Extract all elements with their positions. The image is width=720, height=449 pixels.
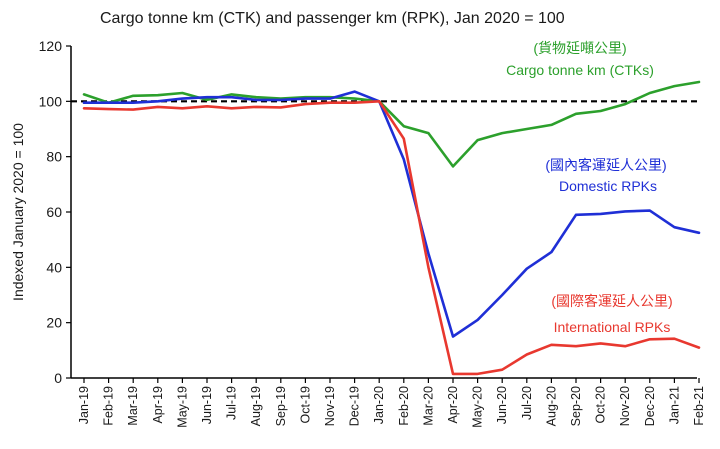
x-tick-label: Mar-19 bbox=[126, 386, 140, 426]
international-label-zh: (國際客運延人公里) bbox=[551, 293, 672, 309]
domestic-rpk-line bbox=[82, 90, 701, 338]
x-tick-label: Nov-19 bbox=[323, 386, 337, 426]
x-tick-label: Jun-20 bbox=[495, 386, 509, 424]
x-tick-label: Aug-20 bbox=[544, 386, 558, 426]
x-tick-label: Oct-20 bbox=[594, 386, 608, 424]
x-tick-label: May-19 bbox=[175, 386, 189, 428]
x-tick-label: Jan-20 bbox=[372, 386, 386, 424]
x-tick-label: Feb-21 bbox=[692, 386, 706, 426]
international-label: International RPKs bbox=[554, 319, 671, 335]
x-tick-label: Apr-20 bbox=[446, 386, 460, 424]
x-tick-label: Jan-19 bbox=[77, 386, 91, 424]
y-tick-label: 40 bbox=[46, 259, 62, 275]
x-tick-label: Feb-20 bbox=[397, 386, 411, 426]
x-tick-label: Jul-19 bbox=[225, 386, 239, 420]
x-ticks: Jan-19 Feb-19 Mar-19 Apr-19 May-19 Jun-19 Jul-… bbox=[77, 378, 706, 428]
y-ticks: 0 20 40 60 80 100 120 bbox=[39, 38, 71, 386]
cargo-ctk-line bbox=[82, 80, 701, 168]
x-tick-label: Jan-21 bbox=[667, 386, 681, 424]
x-tick-label: Feb-19 bbox=[102, 386, 116, 426]
domestic-label: Domestic RPKs bbox=[559, 178, 657, 194]
x-tick-label: Mar-20 bbox=[421, 386, 435, 426]
x-tick-label: Jun-19 bbox=[200, 386, 214, 424]
y-axis-label: Indexed January 2020 = 100 bbox=[10, 123, 26, 301]
x-tick-label: Dec-19 bbox=[348, 386, 362, 426]
x-tick-label: Aug-19 bbox=[249, 386, 263, 426]
y-tick-label: 0 bbox=[54, 370, 62, 386]
x-tick-label: Nov-20 bbox=[618, 386, 632, 426]
x-tick-label: May-20 bbox=[471, 386, 485, 428]
x-tick-label: Jul-20 bbox=[520, 386, 534, 420]
y-tick-label: 60 bbox=[46, 204, 62, 220]
series-group bbox=[82, 80, 701, 376]
x-tick-label: Sep-20 bbox=[569, 386, 583, 426]
x-tick-label: Apr-19 bbox=[151, 386, 165, 424]
cargo-label-zh: (貨物延噸公里) bbox=[533, 40, 626, 56]
cargo-label: Cargo tonne km (CTKs) bbox=[506, 62, 654, 78]
y-tick-label: 80 bbox=[46, 149, 62, 165]
international-rpk-line bbox=[82, 100, 701, 376]
x-tick-label: Dec-20 bbox=[643, 386, 657, 426]
y-tick-label: 100 bbox=[39, 93, 63, 109]
y-tick-label: 20 bbox=[46, 315, 62, 331]
y-tick-label: 120 bbox=[39, 38, 63, 54]
x-tick-label: Sep-19 bbox=[274, 386, 288, 426]
domestic-label-zh: (國內客運延人公里) bbox=[545, 157, 666, 173]
x-tick-label: Oct-19 bbox=[298, 386, 312, 424]
chart-title: Cargo tonne km (CTK) and passenger km (R… bbox=[100, 10, 565, 27]
